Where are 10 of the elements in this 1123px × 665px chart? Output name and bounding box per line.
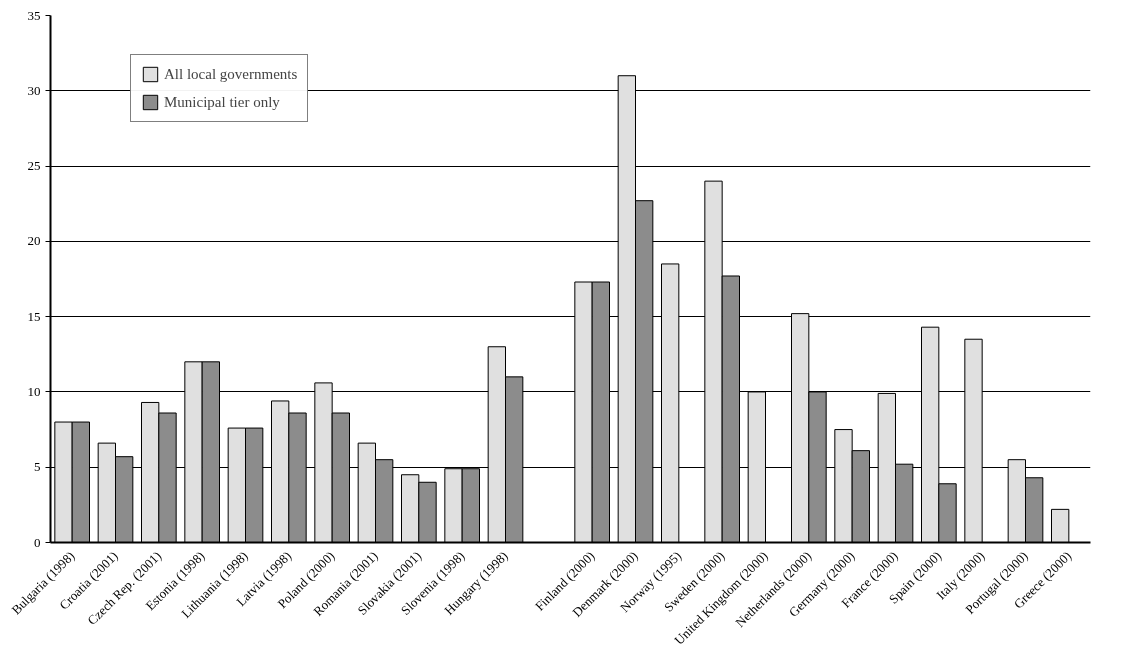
- y-tick-label: 20: [27, 233, 41, 249]
- y-tick-label: 35: [27, 7, 41, 23]
- y-tick-label: 10: [27, 383, 41, 399]
- legend-label: All local governments: [164, 65, 298, 83]
- y-tick-label: 0: [34, 534, 41, 550]
- y-tick-label: 25: [27, 158, 41, 174]
- y-tick-label: 15: [27, 308, 41, 324]
- y-tick-label: 30: [27, 82, 41, 98]
- legend-label: Municipal tier only: [164, 93, 280, 111]
- y-tick-label: 5: [34, 459, 41, 475]
